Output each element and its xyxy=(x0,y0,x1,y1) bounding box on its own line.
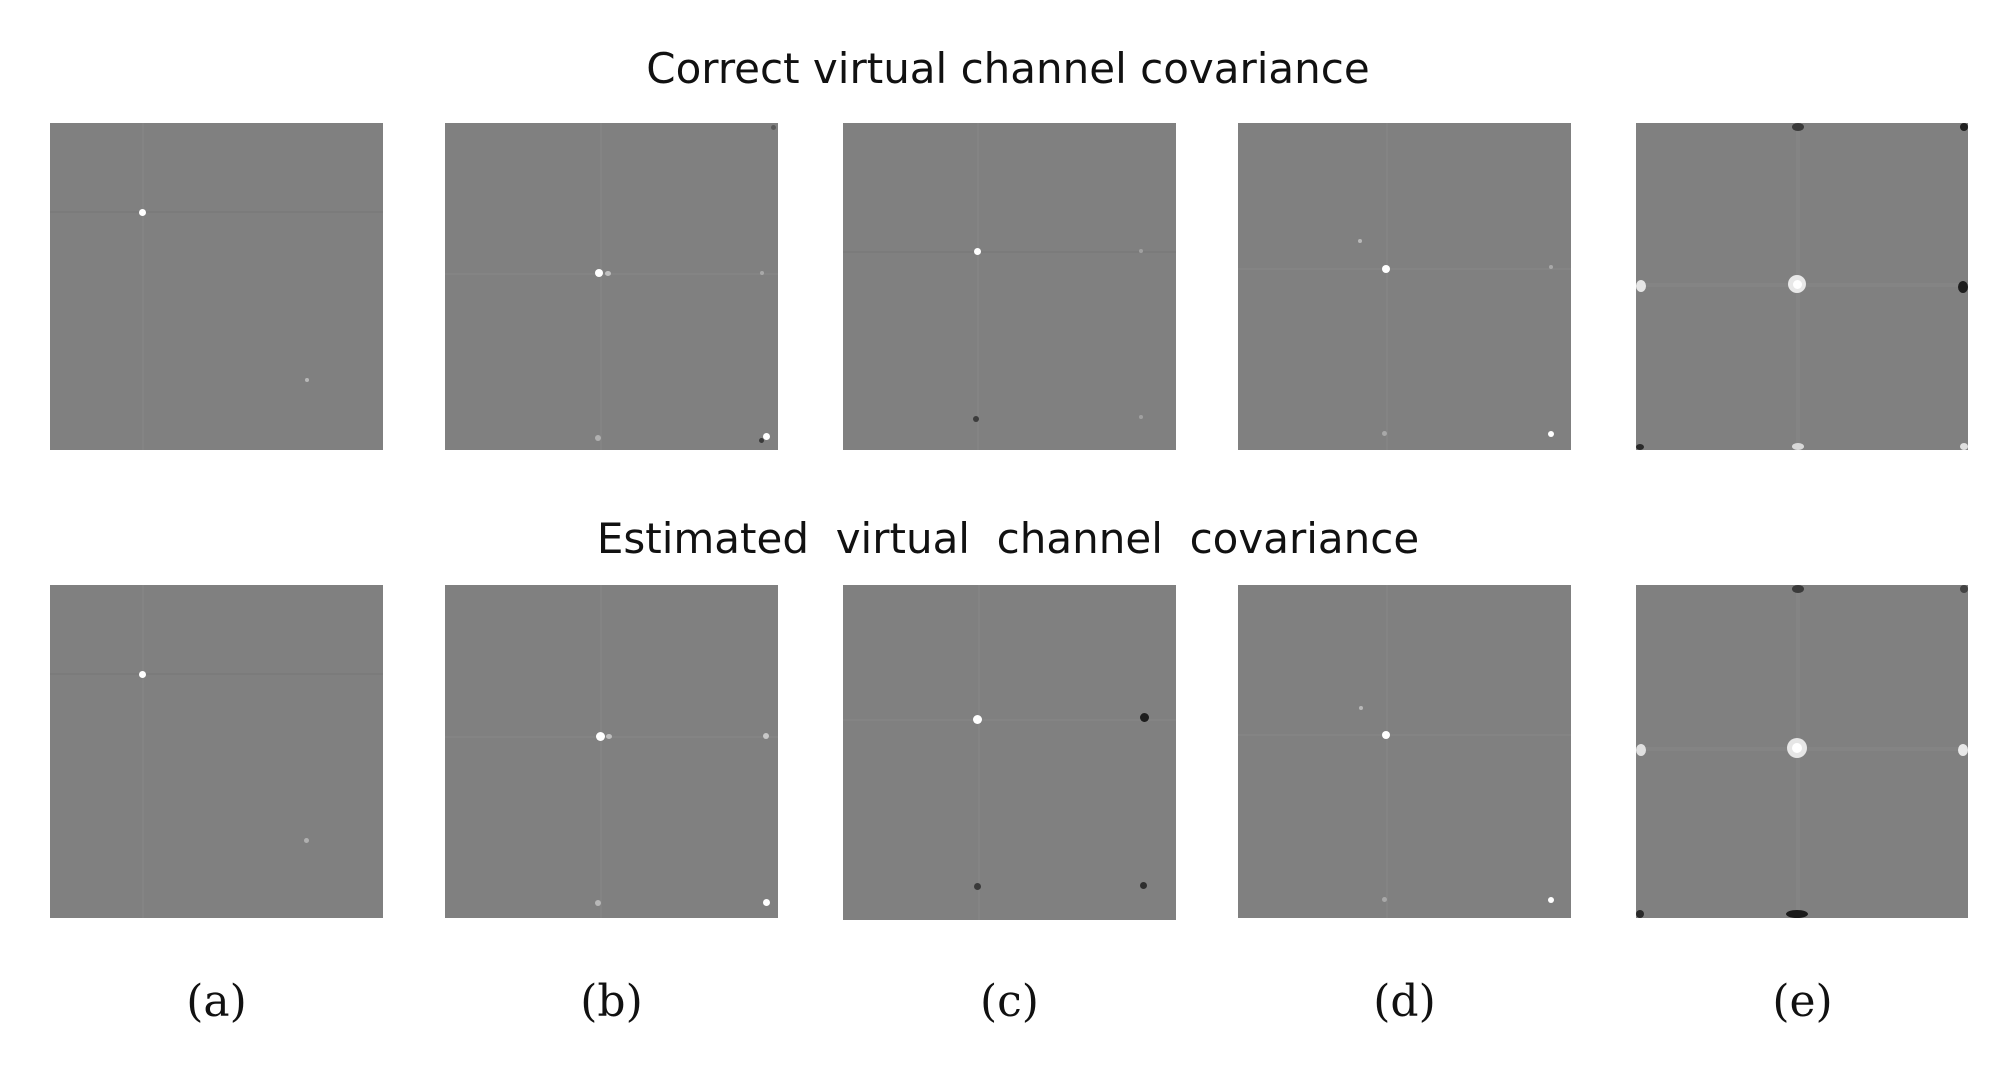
panel-label-d: (d) xyxy=(1373,976,1436,1027)
bottom-panel-b xyxy=(445,585,778,918)
bright-point xyxy=(763,899,770,906)
bright-point xyxy=(1793,280,1802,289)
bright-point xyxy=(595,900,601,906)
top-panel-d xyxy=(1238,123,1571,450)
bright-point xyxy=(973,715,982,724)
bright-point xyxy=(139,209,146,216)
bright-point xyxy=(1792,743,1802,753)
panel-label-c: (c) xyxy=(980,976,1039,1027)
dark-point xyxy=(1636,444,1644,450)
bright-point xyxy=(1359,706,1363,710)
bright-point xyxy=(1960,443,1968,450)
bright-point xyxy=(304,838,309,843)
dark-point xyxy=(973,416,979,422)
bright-point xyxy=(1958,744,1968,756)
top-panel-a xyxy=(50,123,383,450)
bright-point xyxy=(1358,239,1362,243)
bright-point xyxy=(1382,731,1390,739)
bright-point xyxy=(763,433,770,440)
bright-point xyxy=(305,378,309,382)
panel-label-e: (e) xyxy=(1772,976,1833,1027)
bright-point xyxy=(605,271,611,276)
bottom-row-title: Estimated virtual channel covariance xyxy=(596,514,1420,563)
bright-point xyxy=(606,734,612,739)
bottom-panel-d xyxy=(1238,585,1571,918)
bright-point xyxy=(1382,265,1390,273)
bright-point xyxy=(595,269,603,277)
bright-point xyxy=(760,271,764,275)
panel-label-b: (b) xyxy=(580,976,643,1027)
bright-point xyxy=(763,733,769,739)
bottom-panel-c xyxy=(843,585,1176,920)
bottom-panel-e xyxy=(1636,585,1968,918)
dark-point xyxy=(1960,585,1968,593)
top-panel-e xyxy=(1636,123,1968,450)
bright-point xyxy=(139,671,146,678)
dark-point xyxy=(1960,123,1968,131)
bright-point xyxy=(1548,431,1554,437)
dark-point xyxy=(1140,882,1147,889)
bright-point xyxy=(1139,415,1143,419)
bright-point xyxy=(1636,280,1646,292)
dark-point xyxy=(1792,123,1804,131)
dark-point xyxy=(771,125,776,130)
dark-point xyxy=(1140,713,1149,722)
bright-point xyxy=(1139,249,1143,253)
bright-point xyxy=(595,435,601,441)
dark-point xyxy=(1958,281,1968,293)
dark-point xyxy=(974,883,981,890)
bottom-panel-a xyxy=(50,585,383,918)
top-panel-b xyxy=(445,123,778,450)
dark-point xyxy=(1786,910,1808,918)
bright-point xyxy=(1548,897,1554,903)
dark-point xyxy=(1636,910,1644,918)
bright-point xyxy=(1636,744,1646,756)
panel-label-a: (a) xyxy=(186,976,247,1027)
bright-point xyxy=(1549,265,1553,269)
bright-point xyxy=(1382,897,1387,902)
top-row-title: Correct virtual channel covariance xyxy=(646,44,1370,93)
bright-point xyxy=(974,248,981,255)
dark-point xyxy=(1792,585,1804,593)
dark-point xyxy=(759,438,764,443)
bright-point xyxy=(1382,431,1387,436)
bright-point xyxy=(596,732,605,741)
bright-point xyxy=(1792,443,1804,450)
top-panel-c xyxy=(843,123,1176,450)
